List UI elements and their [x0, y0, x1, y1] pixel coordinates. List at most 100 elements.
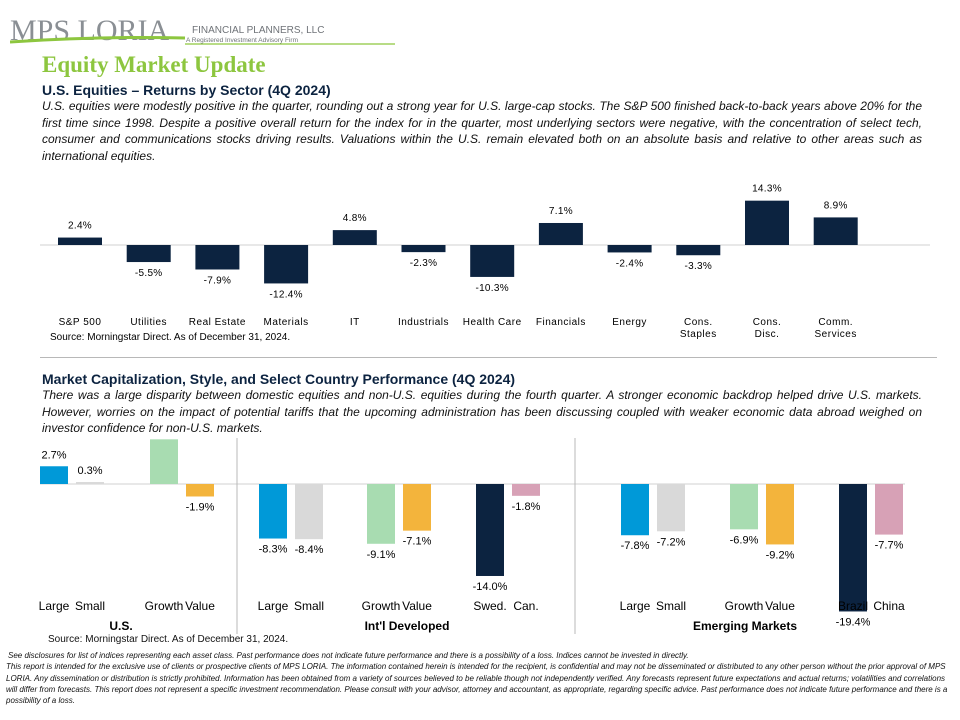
data-label-2-2-1: -7.7%: [875, 540, 904, 552]
bar-10: [745, 200, 789, 245]
category-label-0: S&P 500: [59, 317, 102, 328]
data-label-1: -5.5%: [135, 268, 163, 279]
bar-0-1-1: [186, 484, 214, 497]
data-label-8: -2.4%: [616, 258, 644, 269]
section2-body: There was a large disparity between dome…: [42, 388, 922, 435]
bar-4: [332, 230, 377, 245]
data-label-2: -7.9%: [204, 275, 232, 286]
data-label-5: -2.3%: [410, 258, 438, 269]
category-label-2-2-0: Brazil: [838, 599, 868, 613]
disclaimer: See disclosures for list of indices repr…: [6, 650, 956, 706]
data-label-9: -3.3%: [684, 261, 712, 272]
bar-1-2-1: [512, 484, 540, 496]
disclaimer-line1: See disclosures for list of indices repr…: [8, 651, 689, 660]
bar-1: [126, 245, 171, 263]
category-label-0-0-1: Small: [75, 599, 105, 613]
data-label-0-0-0: 2.7%: [41, 449, 66, 461]
group-label-2: Emerging Markets: [693, 619, 797, 633]
company-logo: MPS LORIA FINANCIAL PLANNERS, LLC A Regi…: [10, 14, 395, 47]
bar-9: [676, 245, 721, 256]
bar-0-0-0: [40, 466, 68, 484]
category-label-10-b: Disc.: [755, 329, 780, 340]
bar-1-2-0: [476, 484, 504, 576]
category-label-10-a: Cons.: [753, 317, 782, 328]
section2-title: Market Capitalization, Style, and Select…: [42, 371, 516, 387]
data-label-0: 2.4%: [68, 221, 92, 232]
bar-7: [538, 222, 583, 245]
sector-returns-chart: 2.4% S&P 500 -5.5% Utilities -7.9% Real Estat…: [40, 184, 930, 343]
data-label-1-0-0: -8.3%: [259, 544, 288, 556]
bar-2-1-1: [766, 484, 794, 545]
bar-0-1-0: [150, 439, 178, 484]
bar-3: [264, 245, 309, 284]
data-label-6: -10.3%: [475, 283, 509, 294]
bar-5: [401, 245, 446, 253]
cap-style-country-chart: 2.7%Large0.3%Small6.8%Growth-1.9%ValueU.…: [39, 438, 905, 634]
data-label-2-2-0: -19.4%: [836, 616, 871, 628]
category-label-1-2-1: Can.: [513, 599, 538, 613]
category-label-11-b: Services: [815, 329, 857, 340]
logo-tagline: A Registered Investment Advisory Firm: [186, 37, 298, 44]
category-label-4: IT: [350, 317, 360, 328]
logo-subtitle: FINANCIAL PLANNERS, LLC: [192, 25, 324, 36]
bar-1-1-0: [367, 484, 395, 544]
category-label-7: Financials: [536, 317, 586, 328]
category-label-0-1-0: Growth: [145, 599, 184, 613]
bar-1-0-0: [259, 484, 287, 539]
data-label-1-2-1: -1.8%: [512, 501, 541, 513]
category-label-1-1-0: Growth: [362, 599, 401, 613]
disclaimer-line2: This report is intended for the exclusiv…: [6, 662, 948, 706]
category-label-1-2-0: Swed.: [473, 599, 506, 613]
bar-2-0-1: [657, 484, 685, 532]
group-label-0: U.S.: [109, 619, 132, 633]
data-label-4: 4.8%: [343, 213, 367, 224]
category-label-1-0-1: Small: [294, 599, 324, 613]
bar-6: [470, 245, 515, 277]
section1-source: Source: Morningstar Direct. As of Decemb…: [50, 332, 290, 343]
data-label-0-0-1: 0.3%: [77, 465, 102, 477]
bar-2: [195, 245, 240, 270]
category-label-8: Energy: [612, 317, 647, 328]
section1-title: U.S. Equities – Returns by Sector (4Q 20…: [42, 82, 331, 98]
data-label-2-0-0: -7.8%: [621, 540, 650, 552]
data-label-2-1-0: -6.9%: [730, 534, 759, 546]
category-label-2-2-1: China: [873, 599, 905, 613]
section1-body: U.S. equities were modestly positive in …: [42, 99, 922, 163]
category-label-3: Materials: [264, 317, 309, 328]
data-label-2-1-1: -9.2%: [766, 549, 795, 561]
data-label-1-2-0: -14.0%: [473, 581, 508, 593]
category-label-9-b: Staples: [680, 329, 717, 340]
category-label-1-1-1: Value: [402, 599, 432, 613]
data-label-1-1-1: -7.1%: [403, 536, 432, 548]
category-label-1: Utilities: [130, 317, 167, 328]
bar-2-2-1: [875, 484, 903, 535]
data-label-7: 7.1%: [549, 206, 573, 217]
category-label-6: Health Care: [463, 317, 522, 328]
section-divider: [40, 357, 937, 358]
bar-1-0-1: [295, 484, 323, 540]
bar-8: [607, 245, 652, 253]
bar-0-0-1: [76, 482, 104, 484]
data-label-0-1-1: -1.9%: [186, 501, 215, 513]
section2-source: Source: Morningstar Direct. As of Decemb…: [48, 634, 289, 645]
data-label-10: 14.3%: [752, 184, 782, 195]
group-label-1: Int'l Developed: [365, 619, 450, 633]
category-label-5: Industrials: [398, 317, 449, 328]
page-title: Equity Market Update: [42, 52, 266, 77]
logo-name: MPS LORIA: [10, 14, 170, 47]
bar-11: [813, 217, 858, 245]
bar-2-1-0: [730, 484, 758, 530]
data-label-3: -12.4%: [269, 289, 303, 300]
category-label-11-a: Comm.: [818, 317, 853, 328]
data-label-2-0-1: -7.2%: [657, 536, 686, 548]
data-label-1-0-1: -8.4%: [295, 544, 324, 556]
category-label-1-0-0: Large: [258, 599, 289, 613]
category-label-9-a: Cons.: [684, 317, 713, 328]
bar-1-1-1: [403, 484, 431, 531]
bar-2-2-0: [839, 484, 867, 612]
data-label-1-1-0: -9.1%: [367, 549, 396, 561]
category-label-0-1-1: Value: [185, 599, 215, 613]
category-label-2-0-0: Large: [620, 599, 651, 613]
category-label-2-1-0: Growth: [725, 599, 764, 613]
category-label-2-1-1: Value: [765, 599, 795, 613]
